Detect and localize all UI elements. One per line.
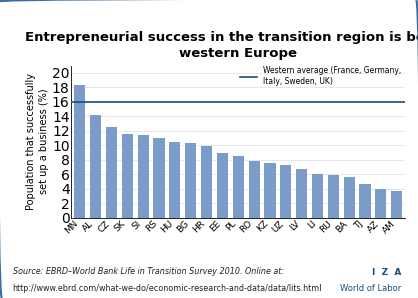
Legend: Western average (France, Germany,
Italy, Sweden, UK): Western average (France, Germany, Italy,… bbox=[240, 66, 402, 86]
Bar bbox=[169, 142, 181, 218]
Text: Source: EBRD–World Bank Life in Transition Survey 2010. Online at:: Source: EBRD–World Bank Life in Transiti… bbox=[13, 267, 284, 276]
Bar bbox=[359, 184, 371, 218]
Bar bbox=[106, 127, 117, 218]
Bar bbox=[265, 163, 275, 218]
Bar bbox=[280, 165, 291, 218]
Bar bbox=[138, 135, 149, 218]
Bar bbox=[375, 189, 387, 218]
Text: http://www.ebrd.com/what-we-do/economic-research-and-data/data/lits.html: http://www.ebrd.com/what-we-do/economic-… bbox=[13, 284, 322, 293]
Bar bbox=[328, 175, 339, 218]
Bar bbox=[185, 143, 196, 218]
Bar bbox=[74, 85, 85, 218]
Bar bbox=[249, 161, 260, 218]
Bar bbox=[90, 115, 101, 218]
Bar bbox=[217, 153, 228, 218]
Bar bbox=[312, 174, 323, 218]
Bar bbox=[391, 191, 402, 218]
Text: World of Labor: World of Labor bbox=[340, 284, 401, 293]
Title: Entrepreneurial success in the transition region is below
western Europe: Entrepreneurial success in the transitio… bbox=[25, 31, 418, 60]
Y-axis label: Population that successfully
set up a business (%): Population that successfully set up a bu… bbox=[26, 73, 49, 210]
Bar bbox=[296, 169, 307, 218]
Text: I  Z  A: I Z A bbox=[372, 268, 401, 277]
Bar bbox=[153, 138, 165, 218]
Bar bbox=[201, 146, 212, 218]
Bar bbox=[122, 134, 133, 218]
Bar bbox=[233, 156, 244, 218]
Bar bbox=[344, 177, 355, 218]
